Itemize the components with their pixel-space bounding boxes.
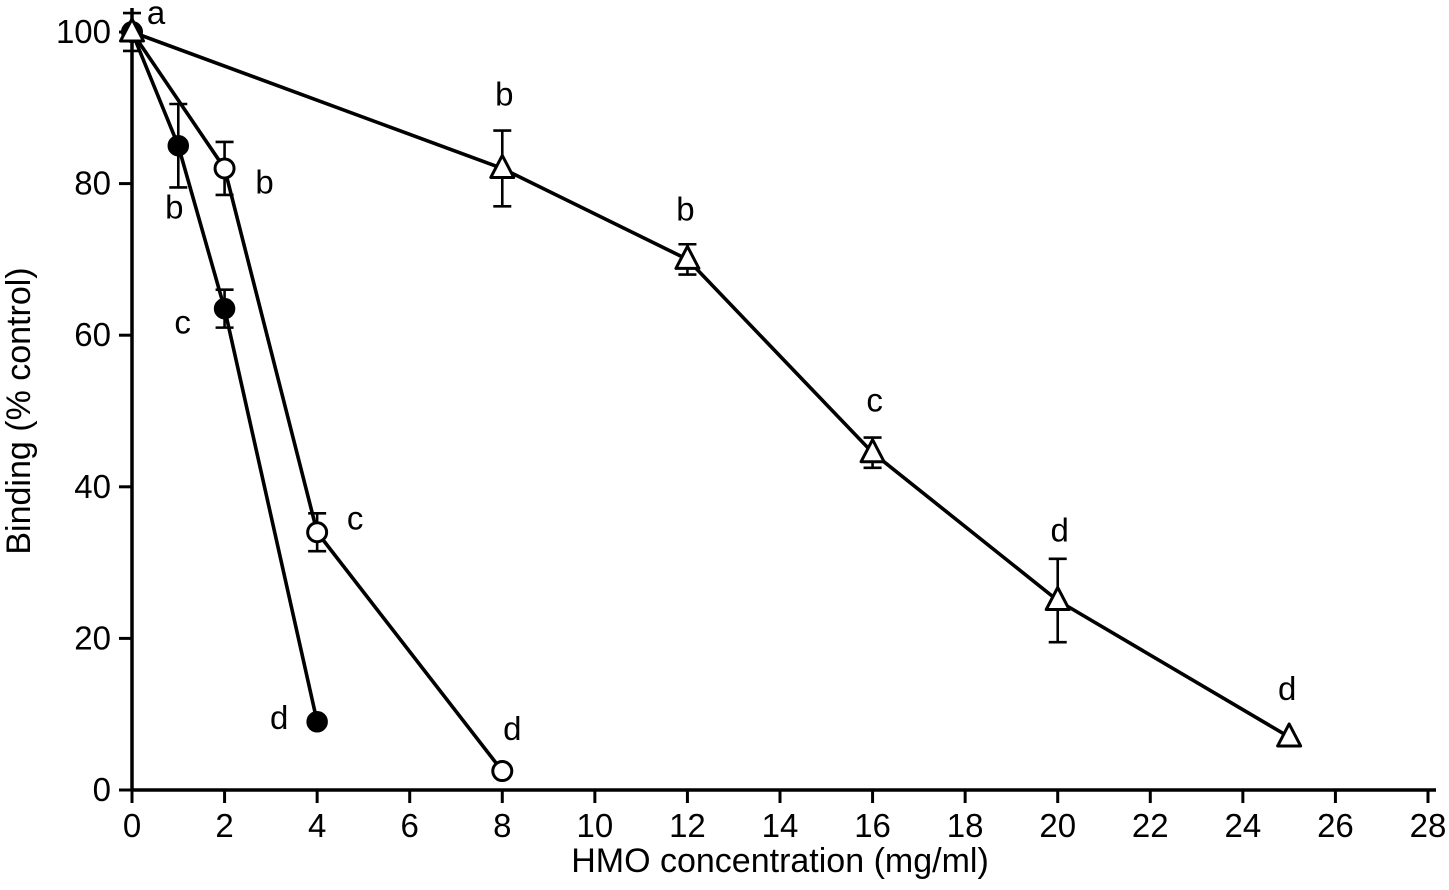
y-tick-label: 20 — [74, 619, 111, 656]
significance-letter: d — [270, 699, 288, 736]
significance-letter: c — [347, 499, 364, 536]
x-tick-label: 6 — [401, 807, 419, 844]
open-triangle-marker — [859, 438, 886, 464]
x-tick-label: 20 — [1039, 807, 1076, 844]
open-triangle-marker — [674, 244, 701, 270]
y-tick-label: 0 — [93, 771, 111, 808]
significance-letter: a — [147, 0, 166, 31]
x-tick-label: 0 — [123, 807, 141, 844]
x-tick-label: 8 — [493, 807, 511, 844]
x-tick-label: 26 — [1317, 807, 1354, 844]
filled-circle-marker — [167, 134, 190, 157]
open-triangle-marker — [1276, 722, 1303, 748]
filled-circle-marker — [306, 711, 328, 733]
x-axis-label: HMO concentration (mg/ml) — [571, 842, 989, 880]
significance-letter: d — [1278, 670, 1296, 707]
filled-circle-series-line — [130, 31, 319, 723]
x-tick-label: 28 — [1410, 807, 1447, 844]
significance-letter: b — [495, 75, 513, 112]
x-tick-label: 2 — [215, 807, 233, 844]
y-tick-label: 60 — [74, 316, 111, 353]
x-tick-label: 22 — [1132, 807, 1169, 844]
filled-circle-marker — [213, 297, 236, 320]
y-tick-label: 100 — [56, 13, 111, 50]
x-tick-label: 16 — [854, 807, 891, 844]
x-tick-label: 10 — [576, 807, 613, 844]
open-circle-marker — [306, 521, 329, 544]
significance-letter: b — [165, 189, 183, 226]
open-circle-marker — [213, 157, 236, 180]
plot-area: 0 2 4 6 8 10 12 14 16 18 20 22 24 26 28020406080100bcd… — [56, 0, 1446, 844]
y-tick-label: 40 — [74, 468, 111, 505]
x-tick-label: 24 — [1224, 807, 1261, 844]
significance-letter: d — [1051, 512, 1069, 549]
open-triangle-marker — [489, 153, 516, 179]
significance-letter: c — [866, 382, 883, 419]
x-tick-label: 18 — [947, 807, 984, 844]
significance-letter: b — [255, 163, 273, 200]
x-tick-label: 14 — [762, 807, 799, 844]
open-triangle-series-line — [131, 30, 1291, 739]
y-axis-label: Binding (% control) — [0, 267, 38, 554]
significance-letter: d — [503, 710, 521, 747]
y-tick-label: 80 — [74, 165, 111, 202]
significance-letter: b — [676, 190, 694, 227]
x-tick-label: 4 — [308, 807, 326, 844]
open-circle-marker — [491, 760, 514, 783]
open-triangle-marker — [1044, 586, 1071, 611]
open-circle-series-line — [130, 30, 504, 773]
significance-letter: c — [174, 304, 191, 341]
x-tick-label: 12 — [669, 807, 706, 844]
open-triangle-marker — [119, 17, 145, 43]
